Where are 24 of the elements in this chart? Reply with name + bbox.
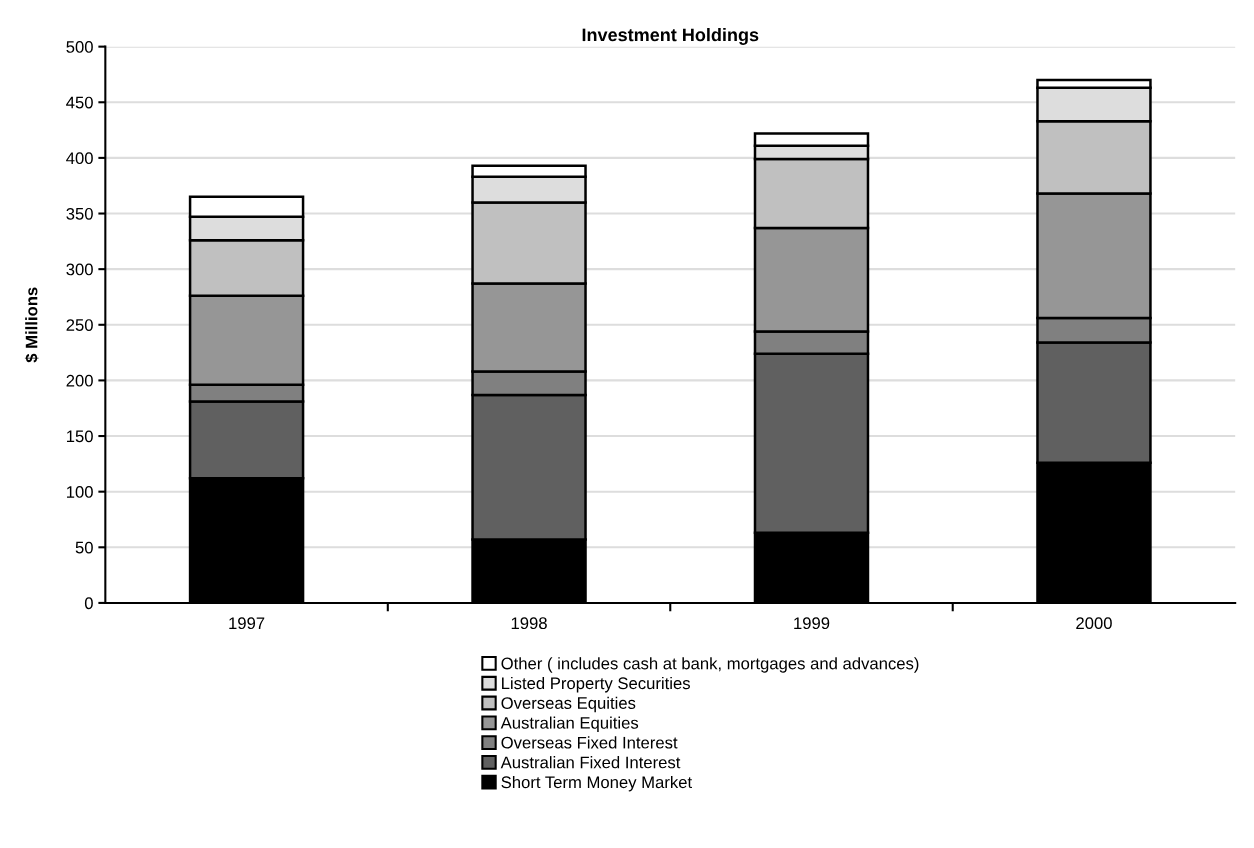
y-tick-label: 200	[66, 374, 93, 387]
x-tick-label: 1999	[794, 617, 830, 630]
y-tick-label: 350	[66, 207, 93, 220]
y-axis-title: $ Millions	[24, 287, 39, 363]
y-tick-label: 400	[66, 152, 93, 165]
legend-label: Australian Equities	[500, 716, 639, 733]
legend-label: Overseas Fixed Interest	[501, 736, 678, 749]
legend-label: Overseas Equities	[501, 696, 636, 713]
legend-label: Other ( includes cash at bank, mortgages and advances)	[501, 657, 919, 673]
legend-label: Australian Fixed Interest	[500, 756, 681, 769]
x-tick-label: 1998	[511, 617, 547, 630]
chart-title: Investment Holdings	[582, 28, 759, 45]
y-tick-label: 500	[66, 41, 93, 53]
y-tick-label: 250	[66, 319, 93, 331]
y-tick-label: 300	[66, 263, 93, 276]
y-tick-label: 100	[67, 486, 93, 498]
y-tick-label: 50	[75, 541, 93, 554]
x-tick-label: 1997	[229, 617, 265, 630]
legend-label: Short Term Money Market	[501, 775, 692, 792]
legend-label: Listed Property Securities	[502, 676, 690, 693]
y-tick-label: 450	[66, 96, 93, 109]
y-tick-label: 150	[67, 430, 93, 443]
y-tick-label: 0	[84, 597, 93, 610]
x-tick-label: 2000	[1076, 617, 1112, 630]
